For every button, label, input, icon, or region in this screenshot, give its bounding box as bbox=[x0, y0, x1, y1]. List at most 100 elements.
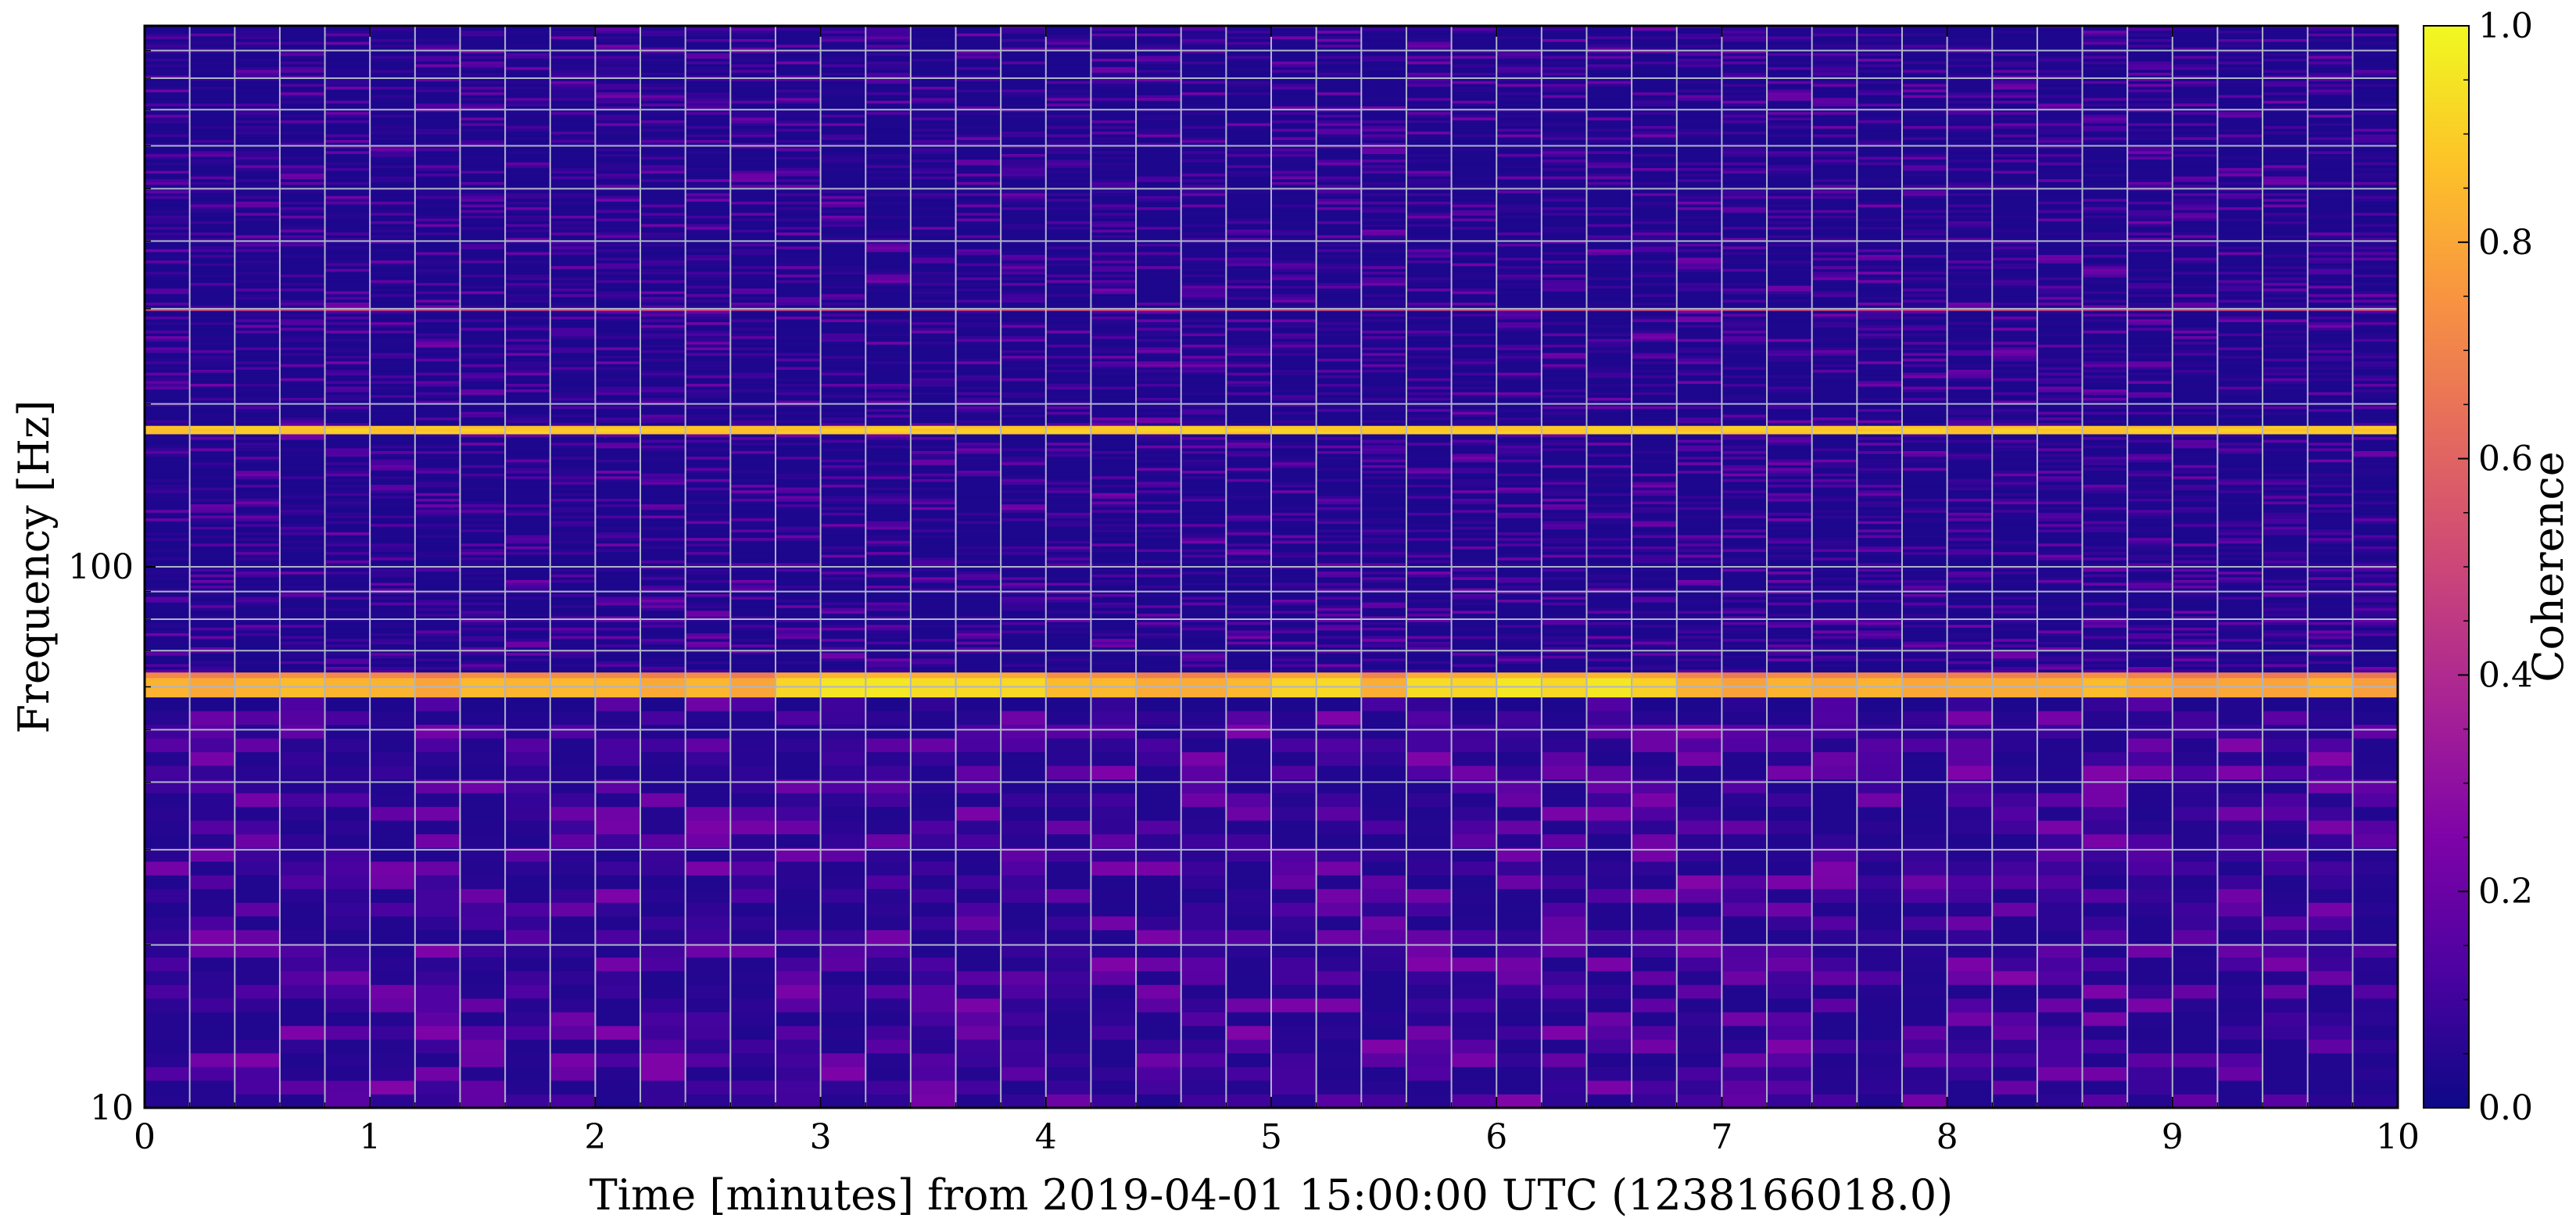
heatmap-cell bbox=[1632, 998, 1678, 1012]
heatmap-cell bbox=[1226, 630, 1272, 634]
heatmap-cell bbox=[640, 641, 686, 645]
heatmap-cell bbox=[2307, 537, 2353, 541]
heatmap-cell bbox=[370, 661, 416, 665]
heatmap-cell bbox=[910, 604, 957, 608]
heatmap-cell bbox=[1586, 588, 1632, 592]
heatmap-cell bbox=[460, 683, 506, 698]
heatmap-cell bbox=[1406, 546, 1453, 550]
heatmap-cell bbox=[1722, 576, 1768, 580]
heatmap-cell bbox=[1001, 1094, 1047, 1108]
heatmap-cell bbox=[1857, 806, 1903, 821]
heatmap-cell bbox=[640, 568, 686, 572]
heatmap-cell bbox=[1586, 630, 1632, 634]
heatmap-cell bbox=[1722, 489, 1768, 493]
heatmap-cell bbox=[1316, 562, 1362, 566]
heatmap-cell bbox=[2352, 571, 2398, 575]
heatmap-cell bbox=[910, 984, 957, 999]
heatmap-cell bbox=[820, 1094, 866, 1108]
heatmap-cell bbox=[1541, 498, 1588, 502]
heatmap-cell bbox=[640, 493, 686, 496]
heatmap-cell bbox=[1091, 970, 1137, 985]
heatmap-cell bbox=[820, 711, 866, 726]
heatmap-cell bbox=[2082, 638, 2128, 642]
heatmap-cell bbox=[505, 501, 551, 505]
heatmap-cell bbox=[1767, 664, 1813, 668]
heatmap-cell bbox=[1767, 495, 1813, 499]
heatmap-cell bbox=[1767, 1094, 1813, 1108]
heatmap-cell bbox=[2352, 554, 2398, 558]
heatmap-cell bbox=[2127, 610, 2173, 614]
heatmap-cell bbox=[1857, 585, 1903, 589]
heatmap-cell bbox=[865, 1066, 912, 1081]
heatmap-cell bbox=[370, 680, 416, 684]
heatmap-cell bbox=[2127, 943, 2173, 958]
heatmap-cell bbox=[189, 672, 235, 675]
heatmap-cell bbox=[1992, 820, 2038, 835]
heatmap-cell bbox=[820, 571, 866, 575]
heatmap-cell bbox=[550, 806, 596, 821]
heatmap-cell bbox=[235, 495, 281, 499]
heatmap-cell bbox=[2217, 643, 2263, 647]
heatmap-cell bbox=[1767, 1052, 1813, 1067]
heatmap-cell bbox=[2263, 888, 2309, 903]
heatmap-cell bbox=[1181, 861, 1227, 876]
heatmap-cell bbox=[2307, 711, 2353, 726]
heatmap-cell bbox=[2217, 833, 2263, 848]
heatmap-cell bbox=[2352, 610, 2398, 614]
heatmap-cell bbox=[1901, 543, 1948, 546]
heatmap-cell bbox=[2127, 661, 2173, 665]
heatmap-cell bbox=[1992, 495, 2038, 499]
heatmap-cell bbox=[1632, 597, 1678, 600]
heatmap-cell bbox=[414, 557, 461, 561]
heatmap-cell bbox=[595, 998, 641, 1012]
heatmap-cell bbox=[2217, 655, 2263, 659]
heatmap-cell bbox=[1316, 627, 1362, 631]
heatmap-cell bbox=[279, 588, 326, 592]
heatmap-cell bbox=[414, 847, 461, 862]
heatmap-cell bbox=[370, 833, 416, 848]
heatmap-cell bbox=[279, 793, 326, 808]
heatmap-cell bbox=[370, 579, 416, 583]
heatmap-cell bbox=[1901, 711, 1948, 726]
heatmap-cell bbox=[640, 579, 686, 583]
heatmap-cell bbox=[1226, 549, 1272, 553]
heatmap-cell bbox=[775, 888, 822, 903]
heatmap-cell bbox=[370, 677, 416, 681]
heatmap-cell bbox=[1901, 549, 1948, 553]
heatmap-cell bbox=[1181, 1094, 1227, 1108]
heatmap-cell bbox=[324, 641, 371, 645]
heatmap-cell bbox=[279, 523, 326, 527]
heatmap-cell bbox=[1586, 618, 1632, 622]
heatmap-cell bbox=[2037, 554, 2083, 558]
heatmap-cell bbox=[1091, 535, 1137, 539]
heatmap-cell bbox=[2217, 602, 2263, 606]
heatmap-cell bbox=[730, 501, 776, 505]
heatmap-cell bbox=[2172, 957, 2219, 972]
heatmap-cell bbox=[595, 1094, 641, 1108]
heatmap-cell bbox=[1811, 546, 1858, 550]
heatmap-cell bbox=[1001, 549, 1047, 553]
heatmap-cell bbox=[279, 1094, 326, 1108]
heatmap-cell bbox=[2172, 507, 2219, 511]
heatmap-cell bbox=[1136, 875, 1182, 890]
heatmap-cell bbox=[2352, 607, 2398, 611]
heatmap-cell bbox=[2127, 902, 2173, 917]
heatmap-cell bbox=[505, 738, 551, 753]
heatmap-cell bbox=[1857, 518, 1903, 521]
heatmap-cell bbox=[2263, 638, 2309, 642]
heatmap-cell bbox=[1001, 599, 1047, 603]
heatmap-cell bbox=[685, 618, 731, 622]
heatmap-cell bbox=[1001, 495, 1047, 499]
heatmap-cell bbox=[2172, 546, 2219, 550]
heatmap-cell bbox=[550, 551, 596, 555]
heatmap-cell bbox=[1496, 495, 1542, 499]
heatmap-cell bbox=[1767, 622, 1813, 625]
heatmap-cell bbox=[1496, 652, 1542, 656]
heatmap-cell bbox=[1767, 943, 1813, 958]
heatmap-cell bbox=[2037, 585, 2083, 589]
heatmap-cell bbox=[550, 1012, 596, 1027]
heatmap-cell bbox=[1857, 571, 1903, 575]
heatmap-cell bbox=[685, 515, 731, 519]
heatmap-cell bbox=[1811, 521, 1858, 525]
heatmap-cell bbox=[1406, 523, 1453, 527]
